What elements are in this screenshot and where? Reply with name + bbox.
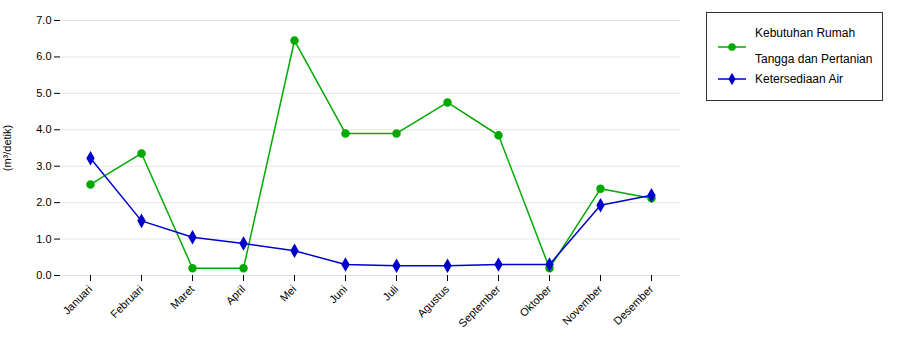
svg-text:Agustus: Agustus [415, 282, 452, 319]
html-text:Kebutuhan Rumah Tangga dan Per: Kebutuhan Rumah Tangga dan Pertanian [755, 26, 873, 67]
svg-text:3.0: 3.0 [36, 160, 51, 172]
svg-text:Juli: Juli [380, 283, 400, 303]
svg-text:Desember: Desember [611, 283, 656, 328]
svg-text:0.0: 0.0 [36, 269, 51, 281]
svg-text:1.0: 1.0 [36, 233, 51, 245]
svg-text:April: April [223, 283, 247, 307]
svg-text:Februari: Februari [108, 283, 145, 320]
svg-text:7.0: 7.0 [36, 14, 51, 26]
svg-text:5.0: 5.0 [36, 87, 51, 99]
svg-text:4.0: 4.0 [36, 123, 51, 135]
svg-text:Maret: Maret [168, 283, 196, 311]
svg-text:November: November [560, 283, 605, 328]
svg-text:(m³/detik): (m³/detik) [1, 125, 13, 171]
svg-text:6.0: 6.0 [36, 50, 51, 62]
svg-text:September: September [456, 283, 503, 330]
svg-text:Juni: Juni [327, 283, 350, 306]
svg-text:Oktober: Oktober [517, 283, 553, 319]
svg-text:Mei: Mei [277, 283, 298, 304]
svg-text:2.0: 2.0 [36, 196, 51, 208]
svg-text:Januari: Januari [60, 283, 94, 317]
html-text:Ketersediaan Air: Ketersediaan Air [755, 71, 844, 86]
